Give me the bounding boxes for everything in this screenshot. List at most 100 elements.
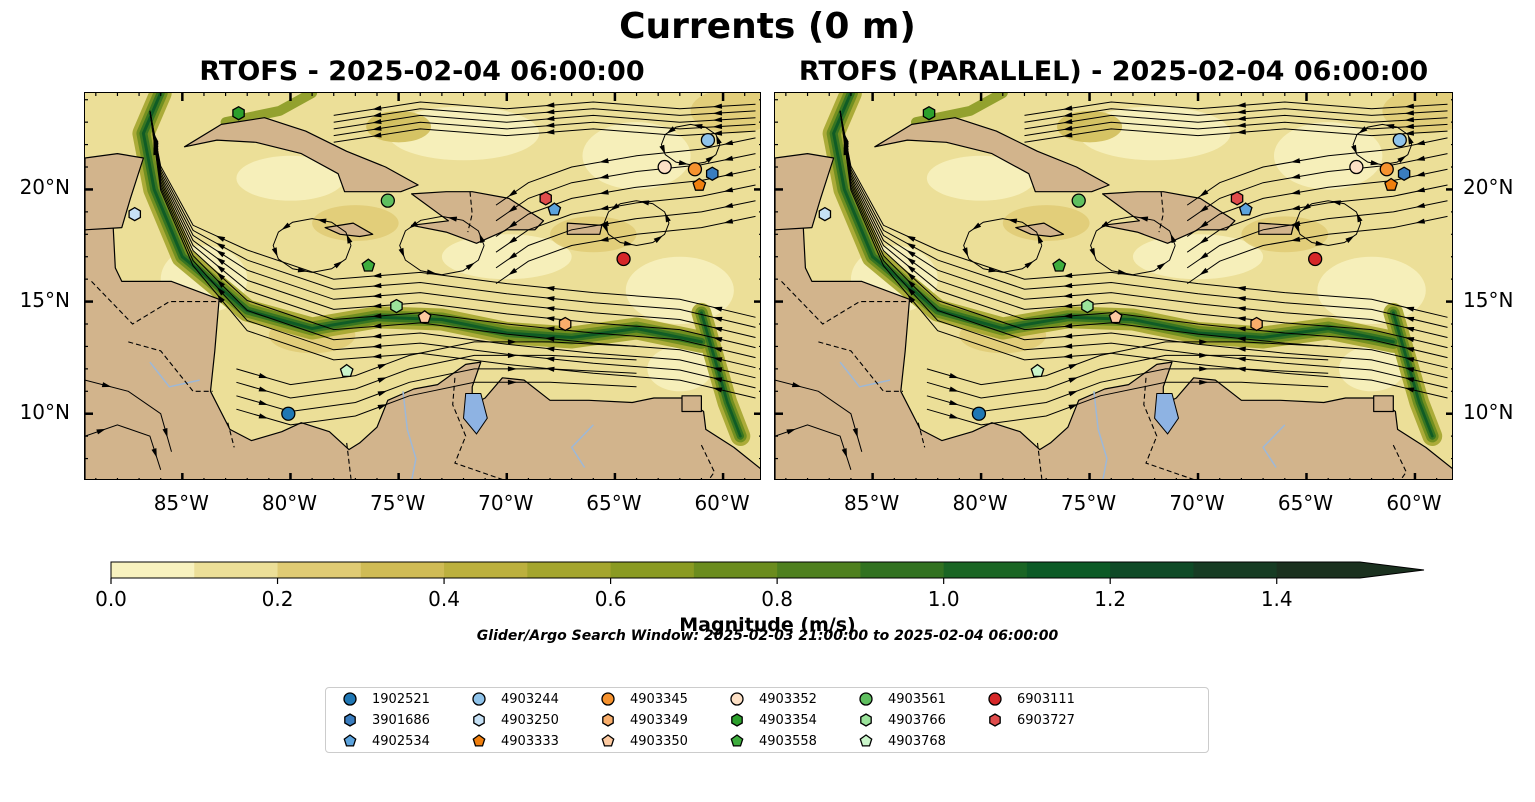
axis-ticks	[775, 93, 1452, 479]
legend-marker-shape	[602, 713, 614, 727]
lon-tick-label-left-3: 70°W	[478, 491, 534, 515]
legend-item-3901686: 3901686	[340, 710, 430, 730]
landmass-hispaniola	[1102, 191, 1236, 244]
float-marker-4903354	[922, 105, 936, 121]
legend-item-4903768: 4903768	[856, 731, 946, 751]
lake-maracaibo	[462, 393, 488, 435]
float-markers	[128, 105, 719, 421]
rivers	[149, 361, 594, 479]
legend-marker-pentagon-icon	[730, 734, 744, 747]
float-legend: 1902521 3901686 4902534 4903244 4903250 49033…	[325, 687, 1209, 753]
legend-label: 6903111	[1017, 691, 1075, 707]
float-marker-3901686	[1397, 166, 1411, 181]
float-marker-4903244	[1392, 132, 1407, 148]
landmass-puerto-rico	[1258, 222, 1295, 235]
float-marker-6903727	[539, 191, 552, 206]
legend-item-4903349: 4903349	[598, 710, 688, 730]
lat-tick-label-left-0: 10°N	[19, 399, 70, 424]
colorbar-outline	[110, 561, 1425, 579]
legend-marker-circle-icon	[859, 692, 873, 706]
colorbar-tick-label: 0.4	[428, 587, 460, 611]
legend-label: 3901686	[372, 712, 430, 728]
legend-marker-pentagon-icon	[601, 734, 615, 747]
country-borders	[91, 191, 716, 479]
legend-label: 4903250	[501, 712, 559, 728]
legend-marker-shape	[730, 734, 744, 747]
landmass-yucatan	[85, 152, 145, 231]
right-panel-title: RTOFS (PARALLEL) - 2025-02-04 06:00:00	[798, 56, 1429, 87]
float-marker-4903352	[657, 159, 672, 175]
landmass-puerto-rico	[566, 222, 603, 235]
float-marker-4903345	[1379, 162, 1394, 177]
legend-marker-shape	[601, 692, 615, 706]
legend-marker-circle-icon	[730, 692, 744, 706]
legend-item-4903352: 4903352	[727, 689, 817, 709]
legend-item-4903250: 4903250	[469, 710, 559, 730]
legend-item-6903727: 6903727	[985, 710, 1075, 730]
legend-marker-pentagon-icon	[859, 734, 873, 747]
float-marker-4903350	[1108, 309, 1123, 324]
lat-tick-label-right-0: 10°N	[1463, 399, 1514, 424]
legend-marker-circle-icon	[343, 692, 357, 706]
float-marker-4903766	[1081, 298, 1094, 314]
float-marker-6903111	[616, 251, 631, 267]
legend-item-6903111: 6903111	[985, 689, 1075, 709]
legend-marker-shape	[988, 692, 1002, 706]
float-marker-4903345	[687, 162, 703, 177]
legend-label: 1902521	[372, 691, 430, 707]
legend-item-4903766: 4903766	[856, 710, 946, 730]
rtofs-current-map	[85, 93, 760, 479]
float-marker-6903111	[1308, 251, 1323, 267]
float-marker-4903250	[128, 206, 142, 222]
lon-tick-label-right-1: 80°W	[952, 491, 1008, 515]
float-marker-4902534	[1238, 202, 1253, 216]
float-marker-4902534	[547, 202, 562, 216]
float-marker-1902521	[281, 406, 296, 421]
lake-maracaibo	[1154, 393, 1180, 435]
landmass-hispaniola	[411, 191, 545, 244]
legend-item-4902534: 4902534	[340, 731, 430, 751]
legend-marker-pentagon-icon	[472, 734, 486, 747]
legend-item-4903333: 4903333	[469, 731, 559, 751]
legend-item-1902521: 1902521	[340, 689, 430, 709]
colorbar-tick-label: 0.6	[595, 587, 627, 611]
colorbar-tick-label: 1.2	[1094, 587, 1126, 611]
lon-tick-label-right-3: 70°W	[1169, 491, 1225, 515]
float-marker-4903250	[818, 206, 832, 222]
legend-item-4903345: 4903345	[598, 689, 688, 709]
float-marker-4903352	[1349, 159, 1364, 175]
legend-marker-hexagon-icon	[731, 713, 743, 727]
colorbar-tick-label: 1.4	[1261, 587, 1293, 611]
float-marker-4903333	[692, 177, 707, 191]
lat-tick-label-left-2: 20°N	[19, 175, 70, 200]
legend-label: 4903350	[630, 733, 688, 749]
lon-tick-label-left-2: 75°W	[370, 491, 426, 515]
land	[775, 117, 1452, 479]
lat-tick-label-right-1: 15°N	[1463, 287, 1514, 312]
float-marker-4903561	[1071, 193, 1086, 208]
lon-tick-label-right-0: 85°W	[844, 491, 900, 515]
legend-label: 4902534	[372, 733, 430, 749]
legend-item-4903354: 4903354	[727, 710, 817, 730]
legend-marker-pentagon-icon	[343, 734, 357, 747]
float-marker-4903561	[380, 193, 395, 208]
legend-marker-shape	[731, 713, 743, 727]
legend-marker-hexagon-icon	[344, 713, 356, 727]
legend-marker-shape	[601, 734, 615, 747]
legend-marker-circle-icon	[988, 692, 1002, 706]
float-marker-4903558	[1052, 258, 1067, 272]
legend-marker-shape	[343, 692, 357, 706]
legend-marker-shape	[473, 713, 485, 727]
axis-ticks	[85, 93, 760, 479]
float-marker-4903558	[361, 258, 376, 272]
current-streamlines	[775, 101, 1448, 470]
legend-marker-circle-icon	[472, 692, 486, 706]
float-marker-4903766	[390, 298, 403, 314]
lon-tick-label-left-5: 60°W	[694, 491, 750, 515]
legend-marker-circle-icon	[601, 692, 615, 706]
float-markers	[818, 105, 1411, 421]
float-marker-4903333	[1384, 177, 1399, 191]
legend-item-4903244: 4903244	[469, 689, 559, 709]
rivers	[839, 361, 1286, 479]
legend-marker-shape	[472, 692, 486, 706]
